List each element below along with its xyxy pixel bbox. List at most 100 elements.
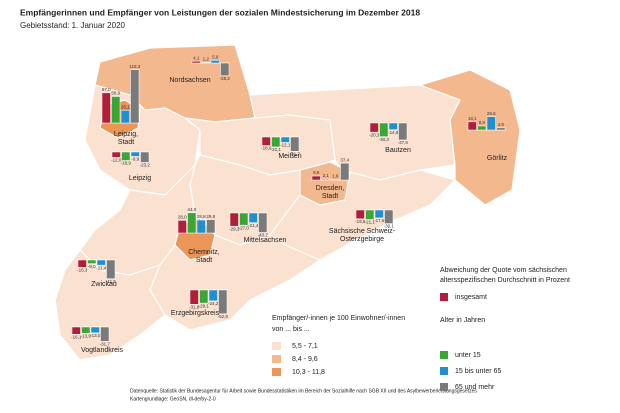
bar	[398, 122, 408, 141]
bar	[239, 212, 249, 226]
bar	[258, 212, 268, 233]
value-label: -14,8	[388, 130, 399, 135]
legend-swatch	[440, 367, 448, 375]
bar	[290, 136, 300, 152]
bar	[280, 136, 290, 143]
region-name: Leipzig	[129, 175, 151, 182]
region-name: Görlitz	[487, 155, 508, 162]
value-label: -30,1	[384, 224, 395, 229]
subtitle: Gebietsstand: 1. Januar 2020	[20, 21, 126, 30]
bar	[220, 62, 230, 76]
region-name: Dresden,	[316, 185, 344, 192]
bar	[201, 62, 211, 64]
value-label: -29,3	[229, 226, 240, 231]
value-label: -31,7	[290, 151, 301, 156]
bar	[365, 209, 375, 220]
value-label: -20,3	[369, 132, 380, 137]
region-name: Stadt	[196, 257, 212, 264]
value-label: -22,1	[271, 147, 282, 152]
region-name: Leipzig,	[114, 131, 138, 138]
region-name: Osterzgebirge	[340, 236, 384, 243]
region-name: Stadt	[118, 139, 134, 146]
value-label: -12,1	[280, 143, 291, 148]
legend-swatch	[272, 368, 281, 376]
value-label: 8,8	[313, 170, 320, 175]
value-label: 1,2	[203, 57, 210, 62]
bar	[330, 179, 340, 181]
value-label: -11,4	[96, 265, 106, 270]
bar	[388, 122, 398, 130]
value-label: -43,2	[258, 233, 269, 238]
bar	[100, 326, 110, 342]
value-label: -29,1	[199, 303, 210, 308]
bar	[261, 136, 271, 146]
bar	[90, 326, 100, 334]
value-label: -28,2	[220, 76, 231, 81]
legend-swatch	[440, 383, 448, 391]
bar	[120, 110, 130, 124]
source: Datenquelle: Statistik der Bundesagentur…	[130, 388, 477, 394]
region-area	[418, 69, 521, 206]
bar	[248, 212, 258, 223]
deviation-legend-title: altersspezifischen Durchschnitt in Proze…	[440, 277, 570, 284]
value-label: 8,9	[479, 120, 486, 125]
value-label: -21,4	[248, 223, 259, 228]
value-label: -24,2	[208, 301, 219, 306]
legend-label: 8,4 - 9,6	[292, 356, 318, 363]
legend-swatch	[440, 293, 448, 301]
region-name: Bautzen	[385, 147, 411, 154]
deviation-legend-title: Abweichung der Quote vom sächsischen	[440, 267, 567, 274]
region-area	[299, 161, 351, 206]
bar	[101, 92, 111, 124]
value-label: -12,0	[111, 158, 122, 163]
value-label: -31,7	[100, 341, 111, 346]
value-label: 2,1	[323, 173, 330, 178]
value-label: -17,6	[374, 218, 385, 223]
rate-legend-title: von ... bis ...	[272, 326, 310, 333]
region-name: Sächsische Schweiz-	[329, 228, 396, 235]
region-name: Erzgebirgskreis	[171, 310, 220, 317]
value-label: -13,0	[90, 333, 101, 338]
region-name: Stadt	[322, 193, 338, 200]
value-label: -23,2	[140, 163, 151, 168]
value-label: 18,1	[468, 116, 477, 121]
bar	[467, 121, 477, 131]
bar	[77, 259, 87, 268]
rate-legend-title: Empfänger/-innen je 100 Einwohner/-innen	[272, 315, 405, 322]
bar	[130, 151, 140, 157]
value-label: 28,0	[178, 215, 187, 220]
region-name: Vogtlandkreis	[81, 347, 124, 354]
bar	[87, 259, 97, 264]
bar	[81, 326, 91, 334]
bar	[229, 212, 239, 227]
value-label: 67,0	[102, 87, 111, 92]
value-label: -16,1	[71, 334, 82, 339]
bar	[374, 209, 384, 219]
bar	[130, 69, 140, 124]
value-label: 4,1	[193, 55, 200, 60]
legend-label: 15 bis unter 65	[455, 368, 501, 375]
region-name: Chemnitz,	[188, 249, 220, 256]
region-name: Mittelsachsen	[244, 237, 287, 244]
value-label: 28,1	[121, 105, 130, 110]
value-label: 44,9	[187, 207, 196, 212]
source: Kartengrundlage: GeoSN, dl-de/by-2-0	[130, 396, 216, 402]
title: Empfängerinnen und Empfänger von Leistun…	[20, 7, 420, 17]
bar	[311, 175, 321, 181]
value-label: -19,6	[355, 219, 366, 224]
value-label: -8,0	[88, 264, 96, 269]
bar	[191, 60, 201, 64]
bar	[96, 259, 106, 266]
region-name: Meißen	[278, 153, 301, 160]
value-label: -41,5	[106, 279, 117, 284]
value-label: 5,9	[212, 55, 219, 60]
value-label: 28,8	[197, 214, 206, 219]
legend-label: 10,3 - 11,8	[292, 369, 325, 376]
bar	[271, 136, 281, 148]
value-label: 29,8	[206, 214, 215, 219]
bar	[379, 122, 389, 137]
bar	[355, 209, 365, 220]
value-label: -18,9	[261, 146, 272, 151]
region-name: Nordsachsen	[169, 77, 210, 84]
value-label: 4,9	[498, 122, 505, 127]
